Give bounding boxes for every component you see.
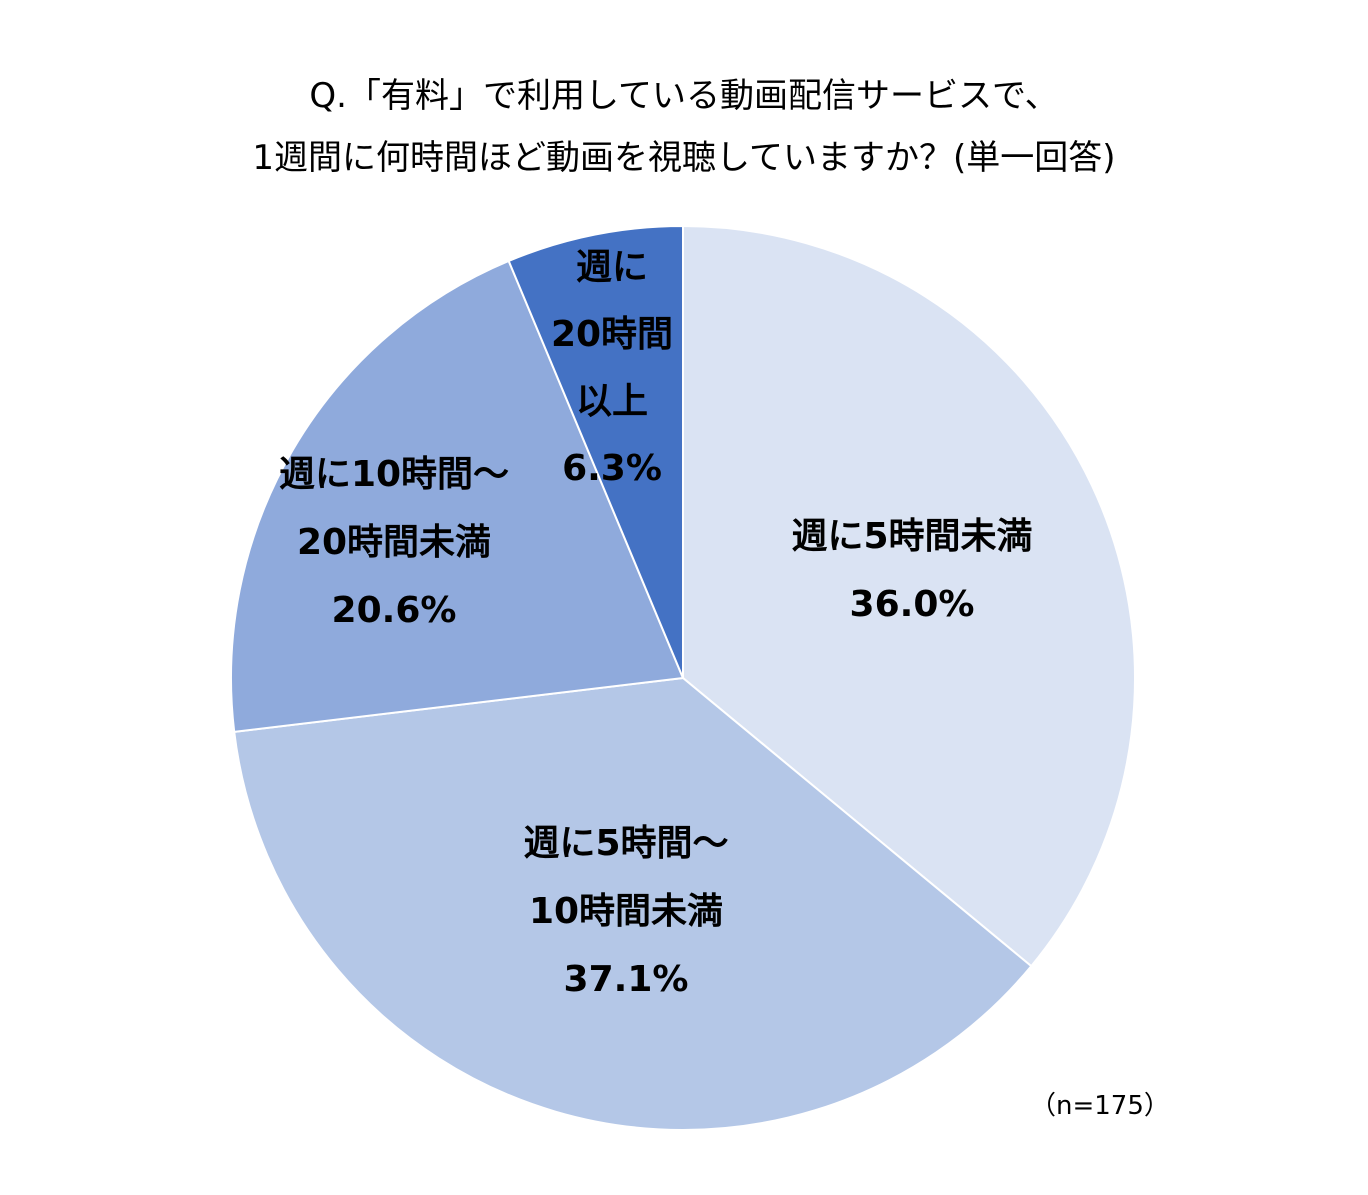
pie-slice-3 — [507, 224, 684, 679]
slice-category-label-2-1: 20時間未満 — [297, 522, 491, 563]
pie-slice-0 — [682, 224, 1136, 968]
slice-category-label-1-0: 週に5時間～ — [523, 823, 728, 864]
slice-category-label-3-0: 週に — [576, 247, 648, 288]
slice-category-label-0-0: 週に5時間未満 — [791, 516, 1032, 557]
slice-category-label-1-1: 10時間未満 — [529, 891, 723, 932]
sample-size-note: （n=175） — [1030, 1091, 1170, 1121]
slice-category-label-3-1: 20時間 — [551, 314, 673, 355]
slice-value-label-2: 20.6% — [332, 590, 457, 631]
chart-title-line-1: Q.「有料」で利用している動画配信サービスで、 — [309, 76, 1059, 116]
pie-slice-1 — [233, 676, 1033, 1131]
slice-value-label-3: 6.3% — [562, 448, 662, 489]
pie-slice-2 — [230, 259, 685, 733]
slice-value-label-1: 37.1% — [564, 959, 689, 1000]
slice-value-label-0: 36.0% — [850, 584, 975, 625]
slice-category-label-3-2: 以上 — [576, 381, 648, 422]
slice-category-label-2-0: 週に10時間～ — [279, 454, 509, 495]
chart-title-line-2: 1週間に何時間ほど動画を視聴していますか？(単一回答) — [252, 138, 1116, 178]
